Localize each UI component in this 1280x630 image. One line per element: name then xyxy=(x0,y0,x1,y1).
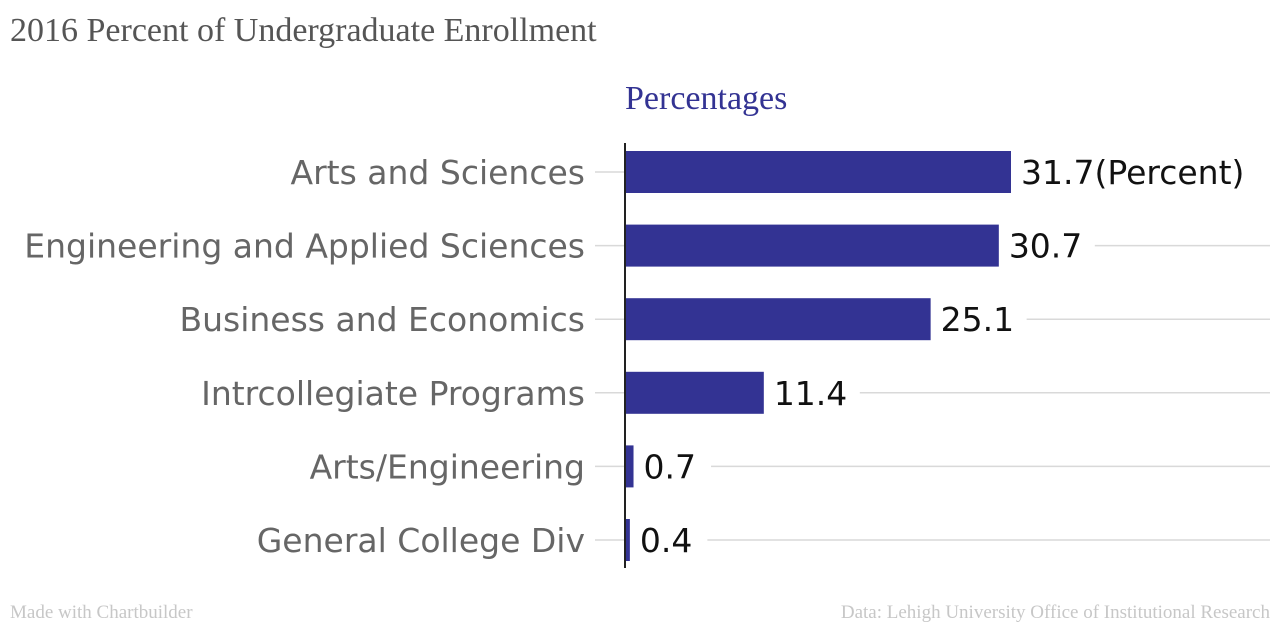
labels: Arts and Sciences 31.7(Percent) Engineerin… xyxy=(24,153,1244,560)
chart-title: 2016 Percent of Undergraduate Enrollment xyxy=(10,12,597,49)
category-label: Arts/Engineering xyxy=(310,447,585,486)
value-label: 0.4 xyxy=(640,521,692,560)
category-label: Intrcollegiate Programs xyxy=(201,374,585,413)
category-label: Engineering and Applied Sciences xyxy=(24,227,585,266)
bar xyxy=(625,224,999,267)
category-label: Arts and Sciences xyxy=(291,153,585,192)
value-label: 0.7 xyxy=(644,447,696,486)
value-label: 31.7(Percent) xyxy=(1021,153,1244,192)
category-label: Business and Economics xyxy=(179,300,585,339)
value-label: 25.1 xyxy=(941,300,1014,339)
bars xyxy=(625,151,1011,561)
bar xyxy=(625,519,630,561)
bar xyxy=(625,151,1011,193)
footer-source: Data: Lehigh University Office of Instit… xyxy=(840,602,1270,623)
category-label: General College Div xyxy=(257,521,585,560)
bar xyxy=(625,371,764,414)
value-label: 30.7 xyxy=(1009,227,1082,266)
series-label: Percentages xyxy=(625,80,788,117)
bar xyxy=(625,298,931,341)
value-label: 11.4 xyxy=(774,374,847,413)
gridlines xyxy=(595,171,1270,541)
footer-credit: Made with Chartbuilder xyxy=(10,602,193,623)
bar xyxy=(625,445,634,488)
